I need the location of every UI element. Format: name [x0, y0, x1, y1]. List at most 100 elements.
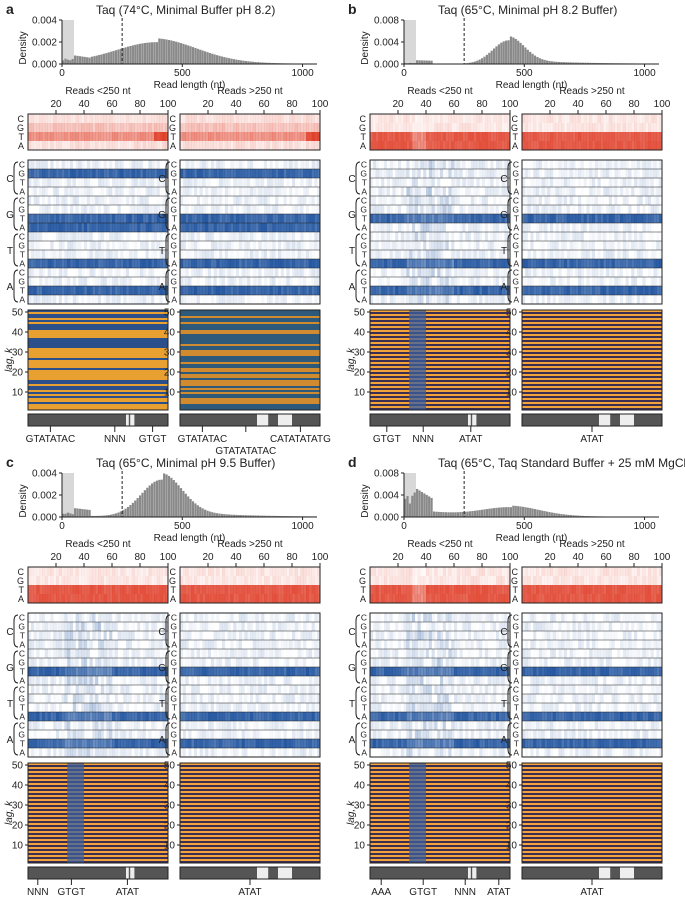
dinucleotide-cell — [103, 169, 107, 178]
nucleotide-cell — [372, 123, 376, 132]
dinucleotide-cell — [597, 268, 601, 277]
dinucleotide-cell — [628, 187, 631, 196]
panel-title: Taq (74°C, Minimal Buffer pH 8.2) — [96, 3, 275, 17]
position-tick-label: 60 — [258, 99, 270, 110]
dinucleotide-cell — [185, 214, 189, 223]
motif-label: GTATATATAC — [215, 446, 276, 457]
dinucleotide-cell — [614, 259, 618, 268]
dinucleotide-cell — [98, 268, 102, 277]
nucleotide-cell — [39, 132, 43, 141]
dinucleotide-cell — [264, 196, 268, 205]
dinucleotide-cell — [162, 160, 165, 169]
histogram-bar — [177, 42, 180, 64]
dinucleotide-cell — [536, 223, 539, 232]
dinucleotide-cell — [255, 259, 259, 268]
dinucleotide-cell — [252, 286, 256, 295]
dinucleotide-cell — [250, 241, 253, 250]
nucleotide-frame — [179, 113, 321, 151]
dinucleotide-cell — [33, 259, 37, 268]
dinucleotide-cell — [496, 268, 500, 277]
dinucleotide-cell — [428, 268, 432, 277]
dinucleotide-cell — [128, 286, 132, 295]
nucleotide-cell — [81, 576, 85, 585]
dinucleotide-cell — [165, 214, 169, 223]
dinucleotide-cell — [185, 178, 189, 187]
dinucleotide-cell — [106, 277, 109, 286]
nucleotide-cell — [484, 114, 488, 123]
dinucleotide-cell — [278, 286, 282, 295]
dinucleotide-cell — [39, 214, 43, 223]
lag-stripe — [370, 318, 510, 321]
dinucleotide-cell — [406, 241, 410, 250]
dinucleotide-cell — [56, 178, 60, 187]
dinucleotide-cell — [247, 250, 251, 259]
dinucleotide-cell — [151, 205, 155, 214]
dinucleotide-cell — [625, 277, 629, 286]
dinucleotide-cell — [314, 268, 318, 277]
dinucleotide-cell — [426, 178, 430, 187]
histogram-bar — [408, 62, 412, 64]
nucleotide-cell — [213, 123, 217, 132]
position-tick-label: 60 — [106, 552, 118, 563]
dinucleotide-cell — [454, 232, 457, 241]
dinucleotide-cell — [191, 241, 195, 250]
dinucleotide-cell — [372, 205, 376, 214]
dinucleotide-cell — [426, 160, 430, 169]
dinucleotide-cell — [412, 223, 416, 232]
nucleotide-cell — [95, 114, 99, 123]
histogram-bar — [276, 515, 279, 517]
dinucleotide-cell — [592, 295, 595, 304]
histogram-bar — [240, 515, 243, 517]
nucleotide-cell — [151, 141, 155, 150]
dinucleotide-cell — [50, 205, 53, 214]
nucleotide-cell — [241, 132, 245, 141]
dinucleotide-cell — [631, 205, 634, 214]
dinucleotide-label: C — [19, 196, 25, 206]
dinucleotide-cell — [311, 223, 315, 232]
histogram-bar — [163, 473, 166, 517]
nucleotide-cell — [266, 123, 270, 132]
histogram-bar — [261, 515, 264, 517]
dinucleotide-cell — [191, 268, 195, 277]
histogram-bar — [146, 487, 149, 517]
dinucleotide-cell — [606, 196, 609, 205]
dinucleotide-cell — [566, 250, 570, 259]
dinucleotide-cell — [56, 277, 60, 286]
dinucleotide-cell — [398, 196, 401, 205]
lag-stripe — [180, 364, 320, 367]
lag-frame — [27, 309, 169, 411]
dinucleotide-cell — [470, 286, 474, 295]
dinucleotide-cell — [401, 250, 404, 259]
dinucleotide-cell — [199, 169, 203, 178]
dinucleotide-cell — [401, 160, 404, 169]
dinucleotide-cell — [300, 178, 304, 187]
nucleotide-cell — [145, 132, 149, 141]
dinucleotide-cell — [250, 259, 254, 268]
dinucleotide-cell — [42, 259, 46, 268]
dinucleotide-cell — [275, 187, 279, 196]
nucleotide-cell — [196, 132, 200, 141]
dinucleotide-cell — [42, 178, 46, 187]
dinucleotide-cell — [151, 178, 155, 187]
histogram-bar — [107, 52, 110, 64]
dinucleotide-cell — [275, 277, 278, 286]
nucleotide-cell — [269, 114, 273, 123]
dinucleotide-cell — [33, 223, 37, 232]
dinucleotide-cell — [134, 268, 137, 277]
dinucleotide-cell — [311, 268, 315, 277]
nucleotide-cell — [238, 141, 242, 150]
dinucleotide-cell — [600, 205, 604, 214]
nucleotide-cell — [64, 132, 68, 141]
dinucleotide-cell — [572, 160, 576, 169]
nucleotide-cell — [639, 123, 643, 132]
histogram-bar — [244, 61, 248, 64]
dinucleotide-cell — [222, 277, 226, 286]
lag-stripe — [522, 376, 662, 379]
dinucleotide-cell — [406, 250, 410, 259]
nucleotide-cell — [252, 141, 256, 150]
dinucleotide-cell — [100, 268, 104, 277]
dinucleotide-cell — [420, 250, 423, 259]
dinucleotide-cell — [247, 196, 251, 205]
dinucleotide-cell — [64, 223, 68, 232]
dinucleotide-cell — [28, 169, 32, 178]
